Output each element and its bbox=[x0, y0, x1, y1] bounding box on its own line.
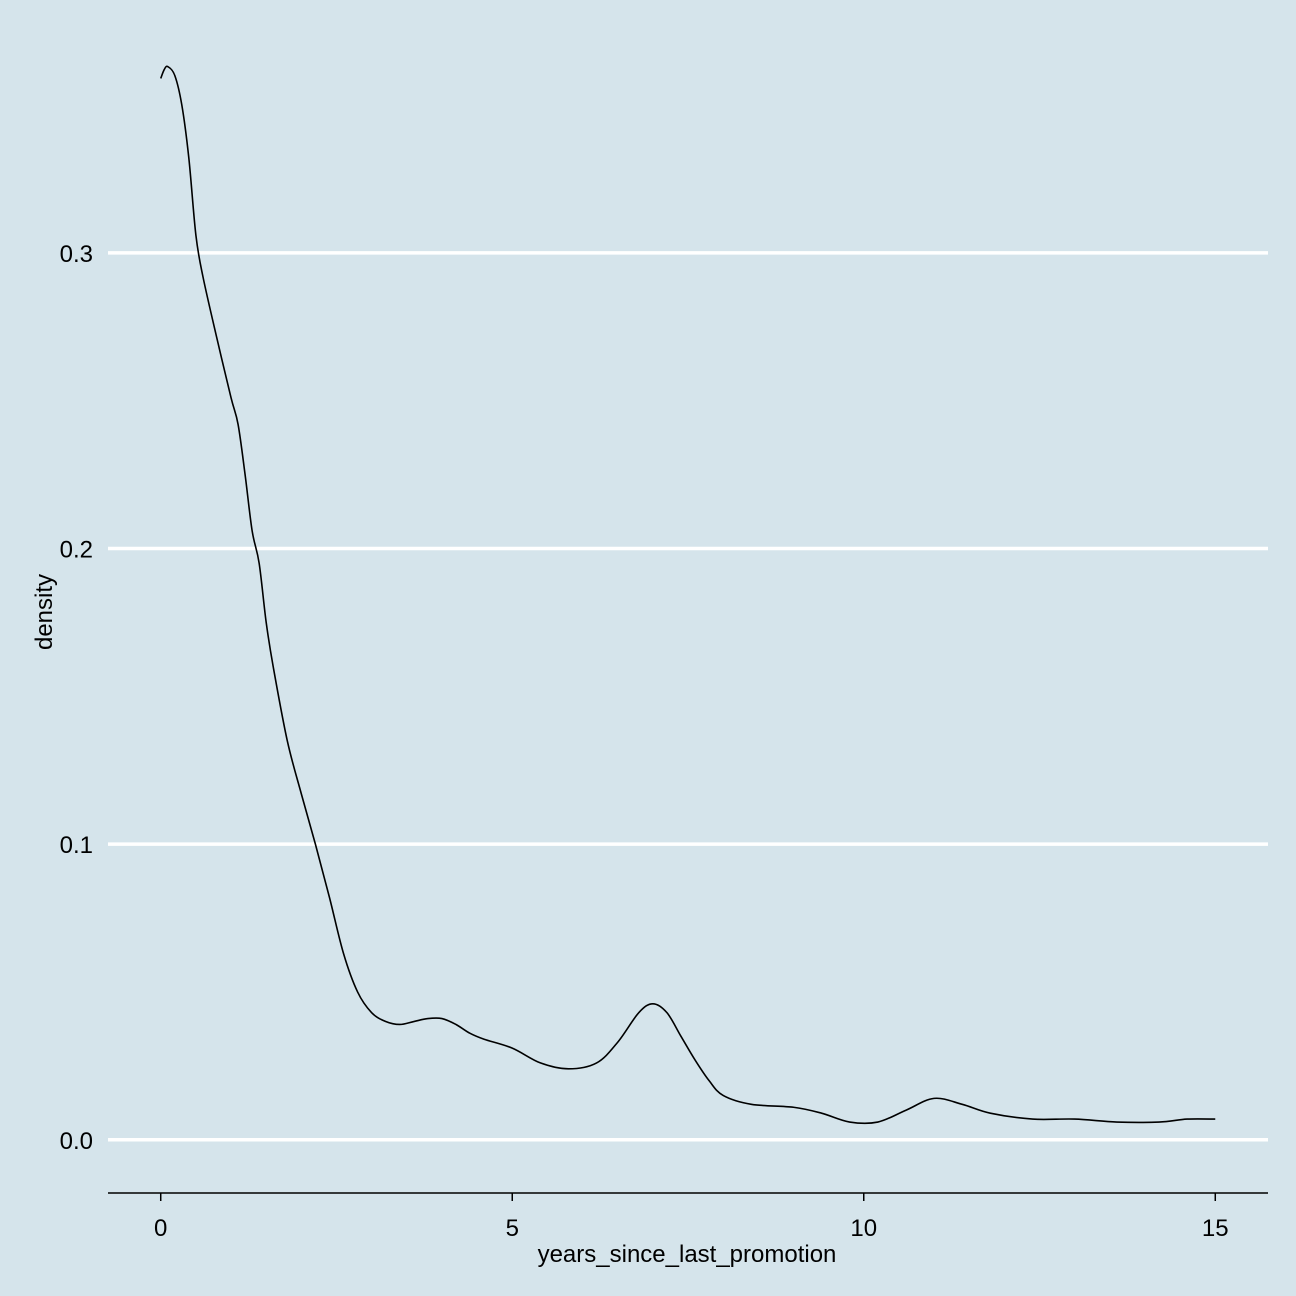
x-axis-title: years_since_last_promotion bbox=[538, 1241, 837, 1268]
density-series-line bbox=[159, 65, 1216, 1125]
y-tick-label-2: 0.2 bbox=[60, 537, 93, 564]
y-tick-label-1: 0.1 bbox=[60, 832, 93, 859]
y-tick-labels: 0.0 0.1 0.2 0.3 bbox=[60, 241, 93, 1155]
x-tick-label-2: 10 bbox=[850, 1215, 877, 1242]
x-tick-label-1: 5 bbox=[506, 1215, 519, 1242]
x-tick-label-3: 15 bbox=[1202, 1215, 1229, 1242]
x-tick-label-0: 0 bbox=[154, 1215, 167, 1242]
y-tick-label-3: 0.3 bbox=[60, 241, 93, 268]
x-axis-ticks: 0 5 10 15 bbox=[154, 1193, 1229, 1242]
y-tick-label-0: 0.0 bbox=[60, 1128, 93, 1155]
gridlines bbox=[108, 251, 1268, 1142]
y-axis-title: density bbox=[31, 574, 58, 650]
